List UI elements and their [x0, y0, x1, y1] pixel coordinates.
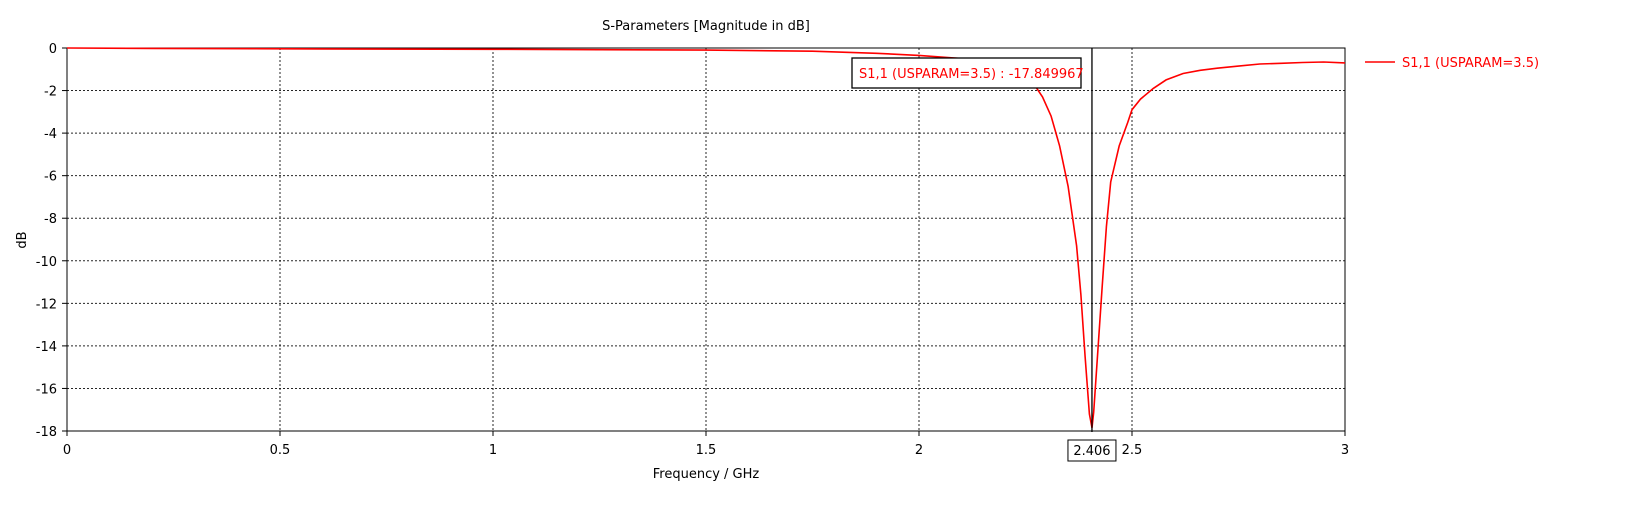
y-axis-ticks: 0 -2 -4 -6 -8 -10 -12 -14 -16 -18 [36, 42, 67, 440]
legend-label-s11: S1,1 (USPARAM=3.5) [1402, 56, 1539, 71]
marker-x-readout-text: 2.406 [1073, 444, 1110, 459]
marker-x-readout-box [1067, 439, 1117, 462]
marker-annotation-text: S1,1 (USPARAM=3.5) : -17.849967 [859, 67, 1084, 82]
y-tick-label: 0 [49, 42, 57, 57]
marker-x-readout: 2.406 [1067, 439, 1117, 462]
series-line-s11 [66, 47, 1346, 428]
y-tick-label: -10 [36, 255, 57, 270]
x-tick-label: 2.5 [1122, 443, 1143, 458]
marker-annotation: S1,1 (USPARAM=3.5) : -17.849967 [851, 57, 1084, 89]
y-tick-label: -8 [44, 212, 57, 227]
y-tick-label: -16 [36, 382, 57, 397]
y-tick-label: -4 [44, 127, 57, 142]
x-tick-label: 0 [63, 443, 71, 458]
y-tick-label: -18 [36, 425, 57, 440]
x-tick-label: 1 [489, 443, 497, 458]
y-tick-label: -14 [36, 340, 57, 355]
chart-title: S-Parameters [Magnitude in dB] [602, 19, 810, 34]
x-tick-label: 0.5 [270, 443, 291, 458]
x-axis-label: Frequency / GHz [653, 467, 760, 482]
grid-lines [67, 48, 1345, 431]
y-axis-label: dB [15, 231, 30, 248]
x-tick-label: 3 [1341, 443, 1349, 458]
y-tick-label: -6 [44, 170, 57, 185]
x-tick-label: 1.5 [696, 443, 717, 458]
x-tick-label: 2 [915, 443, 923, 458]
legend: S1,1 (USPARAM=3.5) [1365, 56, 1539, 71]
x-axis-ticks: 0 0.5 1 1.5 2 2.5 3 [63, 431, 1349, 458]
marker-annotation-box [851, 57, 1082, 89]
y-tick-label: -12 [36, 297, 57, 312]
y-tick-label: -2 [44, 85, 57, 100]
